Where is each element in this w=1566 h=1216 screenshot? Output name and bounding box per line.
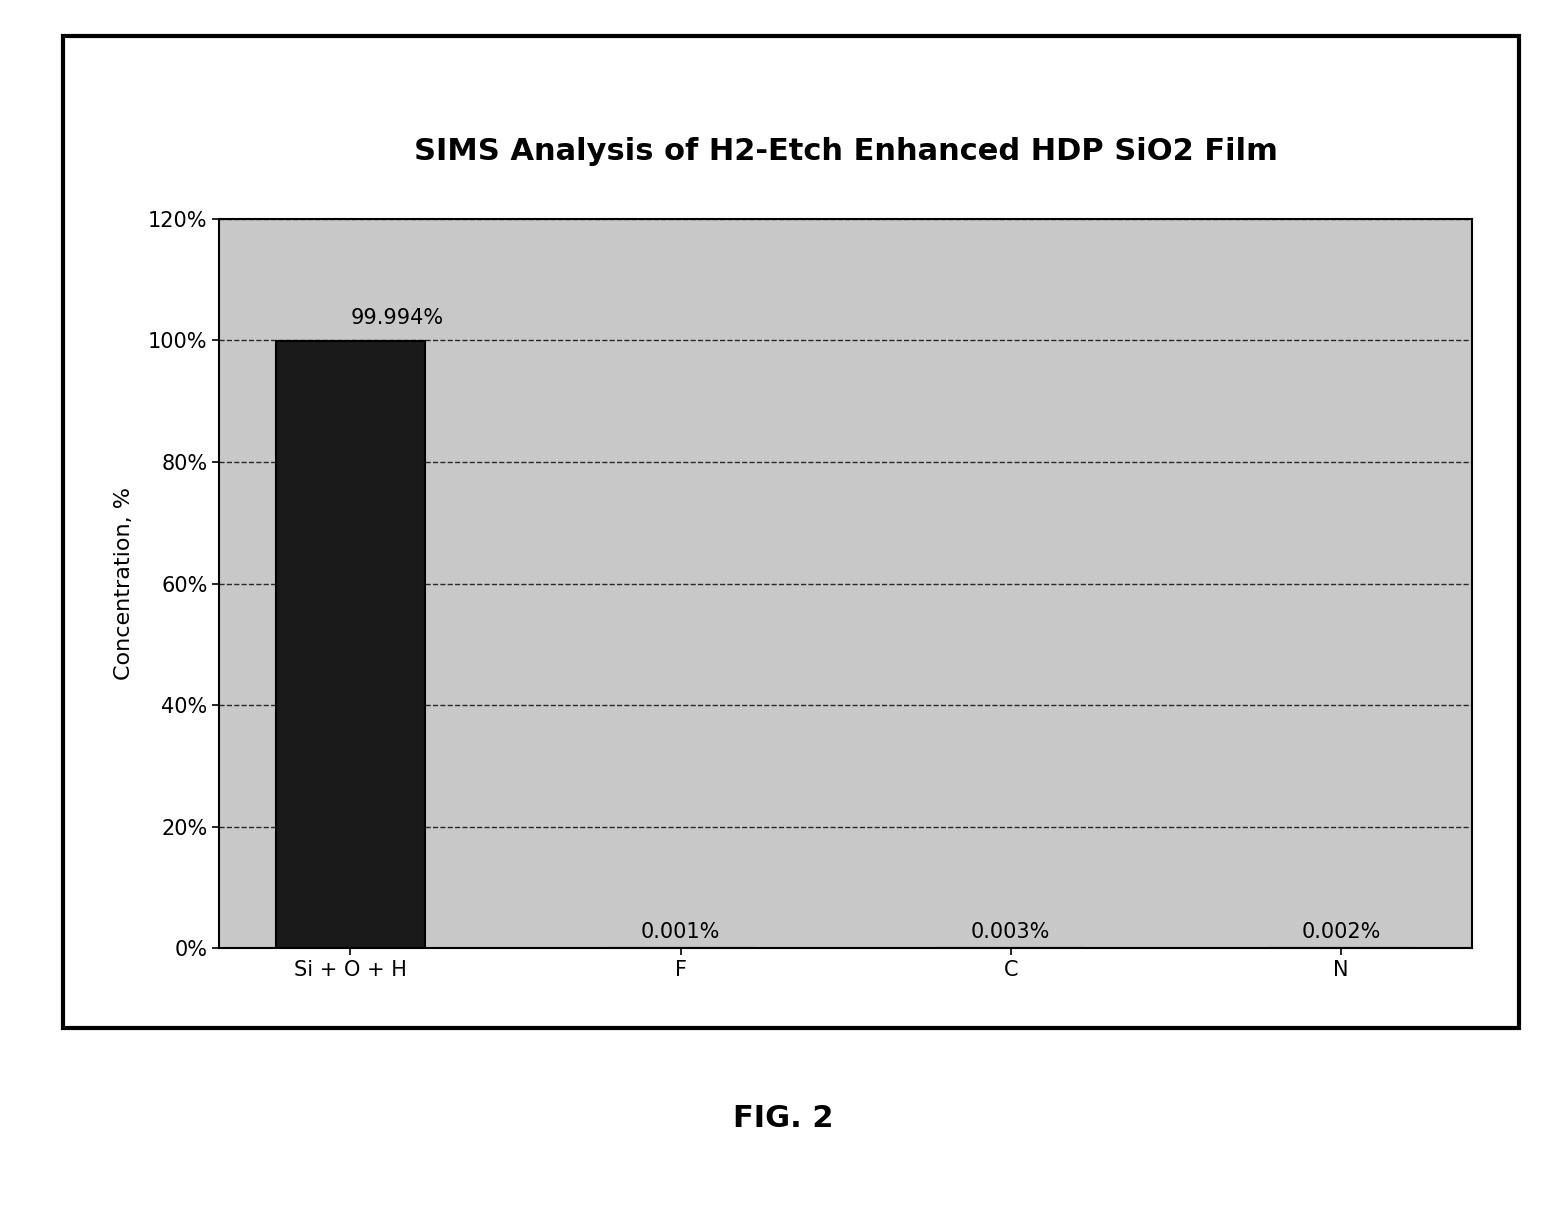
Text: FIG. 2: FIG. 2 <box>733 1104 833 1133</box>
Y-axis label: Concentration, %: Concentration, % <box>114 488 135 680</box>
Text: 0.003%: 0.003% <box>971 923 1051 942</box>
Text: 99.994%: 99.994% <box>351 309 443 328</box>
Text: 0.002%: 0.002% <box>1301 923 1381 942</box>
Text: 0.001%: 0.001% <box>640 923 720 942</box>
Bar <box>276 340 424 948</box>
Text: SIMS Analysis of H2-Etch Enhanced HDP SiO2 Film: SIMS Analysis of H2-Etch Enhanced HDP Si… <box>413 137 1278 167</box>
